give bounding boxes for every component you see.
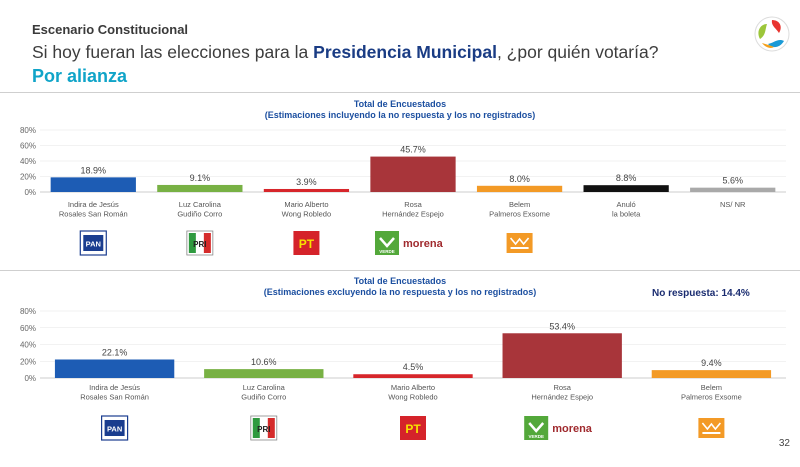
category-label: Mario Alberto xyxy=(284,200,328,209)
party-logo-morena-icon: VERDE morena xyxy=(524,416,593,440)
y-tick-label: 40% xyxy=(20,157,36,166)
category-label: Palmeros Exsome xyxy=(681,393,742,402)
question-text-bold: Presidencia Municipal xyxy=(313,42,497,62)
chart-2-title: Total de Encuestados (Estimaciones exclu… xyxy=(0,276,800,297)
party-logo-pt-icon: PT xyxy=(293,231,320,255)
bar xyxy=(476,185,563,192)
party-logo-mc-icon xyxy=(698,418,725,438)
svg-text:PT: PT xyxy=(299,237,315,251)
chart-1-title: Total de Encuestados (Estimaciones inclu… xyxy=(0,99,800,120)
bar xyxy=(690,187,776,192)
category-label: Belem xyxy=(509,200,530,209)
category-label: Wong Robledo xyxy=(388,393,437,402)
category-label: Indira de Jesús xyxy=(89,383,140,392)
category-label: Wong Robledo xyxy=(282,210,331,219)
category-label: Gudiño Corro xyxy=(177,210,222,219)
y-tick-label: 0% xyxy=(24,374,36,383)
y-tick-label: 80% xyxy=(20,126,36,135)
y-tick-label: 60% xyxy=(20,142,36,151)
category-label: Palmeros Exsome xyxy=(489,210,550,219)
y-tick-label: 20% xyxy=(20,173,36,182)
bar xyxy=(204,369,324,378)
bar-value-label: 18.9% xyxy=(81,165,107,175)
category-label: Mario Alberto xyxy=(391,383,435,392)
svg-text:PT: PT xyxy=(405,422,421,436)
question-text-start: Si hoy fueran las elecciones para la xyxy=(32,42,314,62)
party-logo-morena-icon: VERDE morena xyxy=(375,231,444,255)
party-logo-pan-icon: PAN xyxy=(100,415,129,441)
category-label: Rosales San Román xyxy=(80,393,149,402)
category-label: Rosa xyxy=(404,200,422,209)
party-logo-pri-icon: PRI xyxy=(250,415,278,441)
bar xyxy=(157,184,243,192)
bar xyxy=(263,188,350,192)
page-number: 32 xyxy=(778,438,790,449)
chart-2-title-text: Total de Encuestados xyxy=(353,276,447,286)
category-label: Rosales San Román xyxy=(59,210,128,219)
category-label: la boleta xyxy=(612,210,641,219)
svg-text:morena: morena xyxy=(552,423,593,435)
bar xyxy=(353,374,473,378)
bar xyxy=(583,185,669,192)
header-divider xyxy=(0,92,800,93)
svg-text:PRI: PRI xyxy=(193,240,206,249)
svg-text:PAN: PAN xyxy=(86,240,101,249)
bar-value-label: 53.4% xyxy=(549,321,575,331)
category-label: Indira de Jesús xyxy=(68,200,119,209)
chart-1-subtitle-text: (Estimaciones incluyendo la no respuesta… xyxy=(264,109,536,120)
y-tick-label: 80% xyxy=(20,307,36,316)
party-logo-pt-icon: PT xyxy=(400,416,426,440)
bar xyxy=(50,177,136,192)
y-tick-label: 60% xyxy=(20,324,36,333)
category-label: Anuló xyxy=(617,200,636,209)
chart-1-title-text: Total de Encuestados xyxy=(353,99,447,109)
bar xyxy=(54,359,175,378)
category-label: Belem xyxy=(701,383,722,392)
category-label: Rosa xyxy=(553,383,571,392)
bar-value-label: 22.1% xyxy=(102,347,128,357)
bar-value-label: 5.6% xyxy=(722,176,743,186)
y-tick-label: 20% xyxy=(20,357,36,366)
question-text-end: , ¿por quién votaría? xyxy=(496,42,659,62)
bar-value-label: 8.0% xyxy=(509,174,530,184)
party-logo-mc-icon xyxy=(506,233,533,253)
party-logo-pan-icon: PAN xyxy=(79,230,107,256)
bar-value-label: 45.7% xyxy=(400,145,426,155)
y-tick-label: 0% xyxy=(24,188,36,197)
party-logo-pri-icon: PRI xyxy=(186,230,214,256)
bar-value-label: 9.4% xyxy=(701,358,722,368)
bar-value-label: 4.5% xyxy=(403,362,424,372)
bar-value-label: 9.1% xyxy=(190,173,211,183)
bar xyxy=(651,370,772,378)
question-headline: Si hoy fueran las elecciones para la Pre… xyxy=(32,42,658,63)
svg-text:VERDE: VERDE xyxy=(528,434,544,439)
no-response-note: No respuesta: 14.4% xyxy=(652,288,750,299)
category-label: Luz Carolina xyxy=(243,383,286,392)
category-label: NS/ NR xyxy=(720,200,746,209)
svg-text:PRI: PRI xyxy=(257,425,270,434)
bar-value-label: 8.8% xyxy=(616,173,637,183)
category-label: Hernández Espejo xyxy=(531,393,593,402)
svg-text:morena: morena xyxy=(403,238,444,250)
svg-text:PAN: PAN xyxy=(107,425,122,434)
svg-text:VERDE: VERDE xyxy=(379,249,395,254)
bar xyxy=(502,333,622,378)
category-label: Hernández Espejo xyxy=(382,210,444,219)
brand-logo-icon xyxy=(754,16,790,52)
chart-2-subtitle-text: (Estimaciones excluyendo la no respuesta… xyxy=(263,286,537,297)
bar-value-label: 10.6% xyxy=(251,357,277,367)
page-subtitle: Por alianza xyxy=(32,66,128,86)
bar-value-label: 3.9% xyxy=(296,177,317,187)
bar xyxy=(370,156,456,192)
category-label: Gudiño Corro xyxy=(241,393,286,402)
section-divider xyxy=(0,270,800,271)
y-tick-label: 40% xyxy=(20,341,36,350)
section-kicker: Escenario Constitucional xyxy=(32,22,189,37)
category-label: Luz Carolina xyxy=(179,200,222,209)
